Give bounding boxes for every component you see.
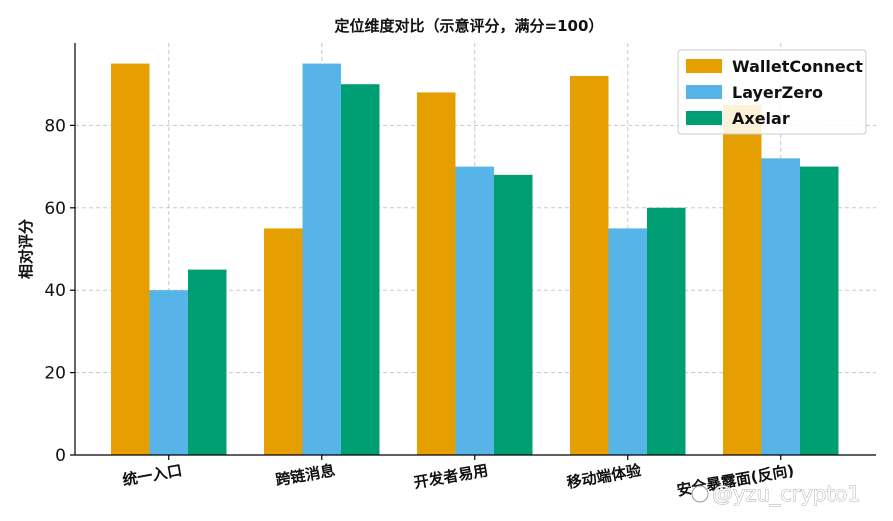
y-tick-label: 0 xyxy=(55,446,66,466)
bar xyxy=(800,166,839,455)
y-tick-label: 40 xyxy=(44,281,66,301)
bar xyxy=(494,174,533,455)
watermark-text: @yzu_crypto1 xyxy=(712,482,861,507)
y-axis-label: 相对评分 xyxy=(17,219,35,279)
y-tick-label: 60 xyxy=(44,199,66,219)
y-tick-label: 20 xyxy=(44,364,66,384)
legend-swatch xyxy=(686,111,722,125)
legend-label: Axelar xyxy=(732,109,790,128)
bar xyxy=(761,158,800,456)
bar xyxy=(302,63,341,455)
legend-swatch xyxy=(686,59,722,73)
bar xyxy=(341,84,380,455)
bar xyxy=(264,228,303,455)
x-tick-label: 移动端体验 xyxy=(565,461,643,492)
x-tick-label: 开发者易用 xyxy=(412,461,489,492)
bar xyxy=(647,207,686,455)
bar xyxy=(111,63,150,455)
bar xyxy=(188,269,227,455)
legend: WalletConnect LayerZero Axelar xyxy=(677,49,867,135)
bar xyxy=(149,290,188,455)
x-tick-label: 统一入口 xyxy=(121,461,183,489)
bar xyxy=(455,166,494,455)
bar xyxy=(570,75,609,456)
x-tick-label: 跨链消息 xyxy=(274,461,336,489)
legend-swatch xyxy=(686,85,722,99)
y-tick-labels: 0 20 40 60 80 xyxy=(44,116,66,466)
bar xyxy=(608,228,647,455)
y-tick-label: 80 xyxy=(44,116,66,136)
legend-label: WalletConnect xyxy=(732,57,863,76)
bar xyxy=(723,104,762,456)
legend-label: LayerZero xyxy=(732,83,823,102)
legend-frame xyxy=(677,49,867,135)
chart-title: 定位维度对比（示意评分，满分=100） xyxy=(335,17,604,35)
watermark-logo-icon xyxy=(691,485,709,503)
watermark: @yzu_crypto1 xyxy=(691,482,861,507)
axes xyxy=(70,43,876,460)
bar xyxy=(417,92,456,455)
bars xyxy=(111,63,839,456)
